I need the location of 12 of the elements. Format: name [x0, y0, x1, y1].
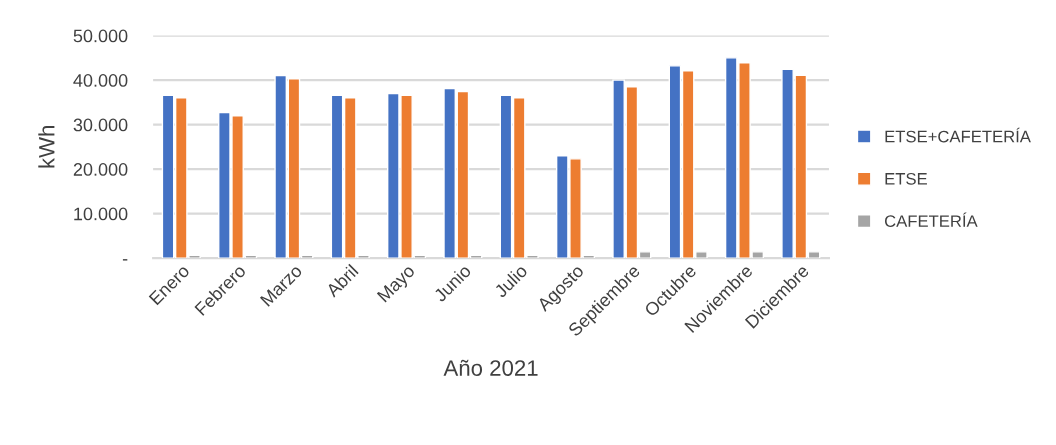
y-axis-title: kWh	[38, 126, 55, 168]
x-tick-label: Julio	[493, 263, 529, 299]
y-tick-label: 20.000	[73, 163, 128, 176]
y-tick-label: 40.000	[73, 74, 128, 87]
legend-label: ETSE+CAFETERÍA	[885, 127, 1031, 143]
y-tick-label: -	[122, 259, 128, 261]
x-axis-title: Año 2021	[443, 359, 538, 376]
y-tick-label: 10.000	[74, 207, 128, 221]
legend-label: ETSE	[885, 172, 927, 185]
y-tick-label: 30.000	[73, 118, 128, 132]
y-tick-label: 50.000	[73, 29, 128, 43]
legend-label: CAFETERÍA	[884, 212, 978, 228]
